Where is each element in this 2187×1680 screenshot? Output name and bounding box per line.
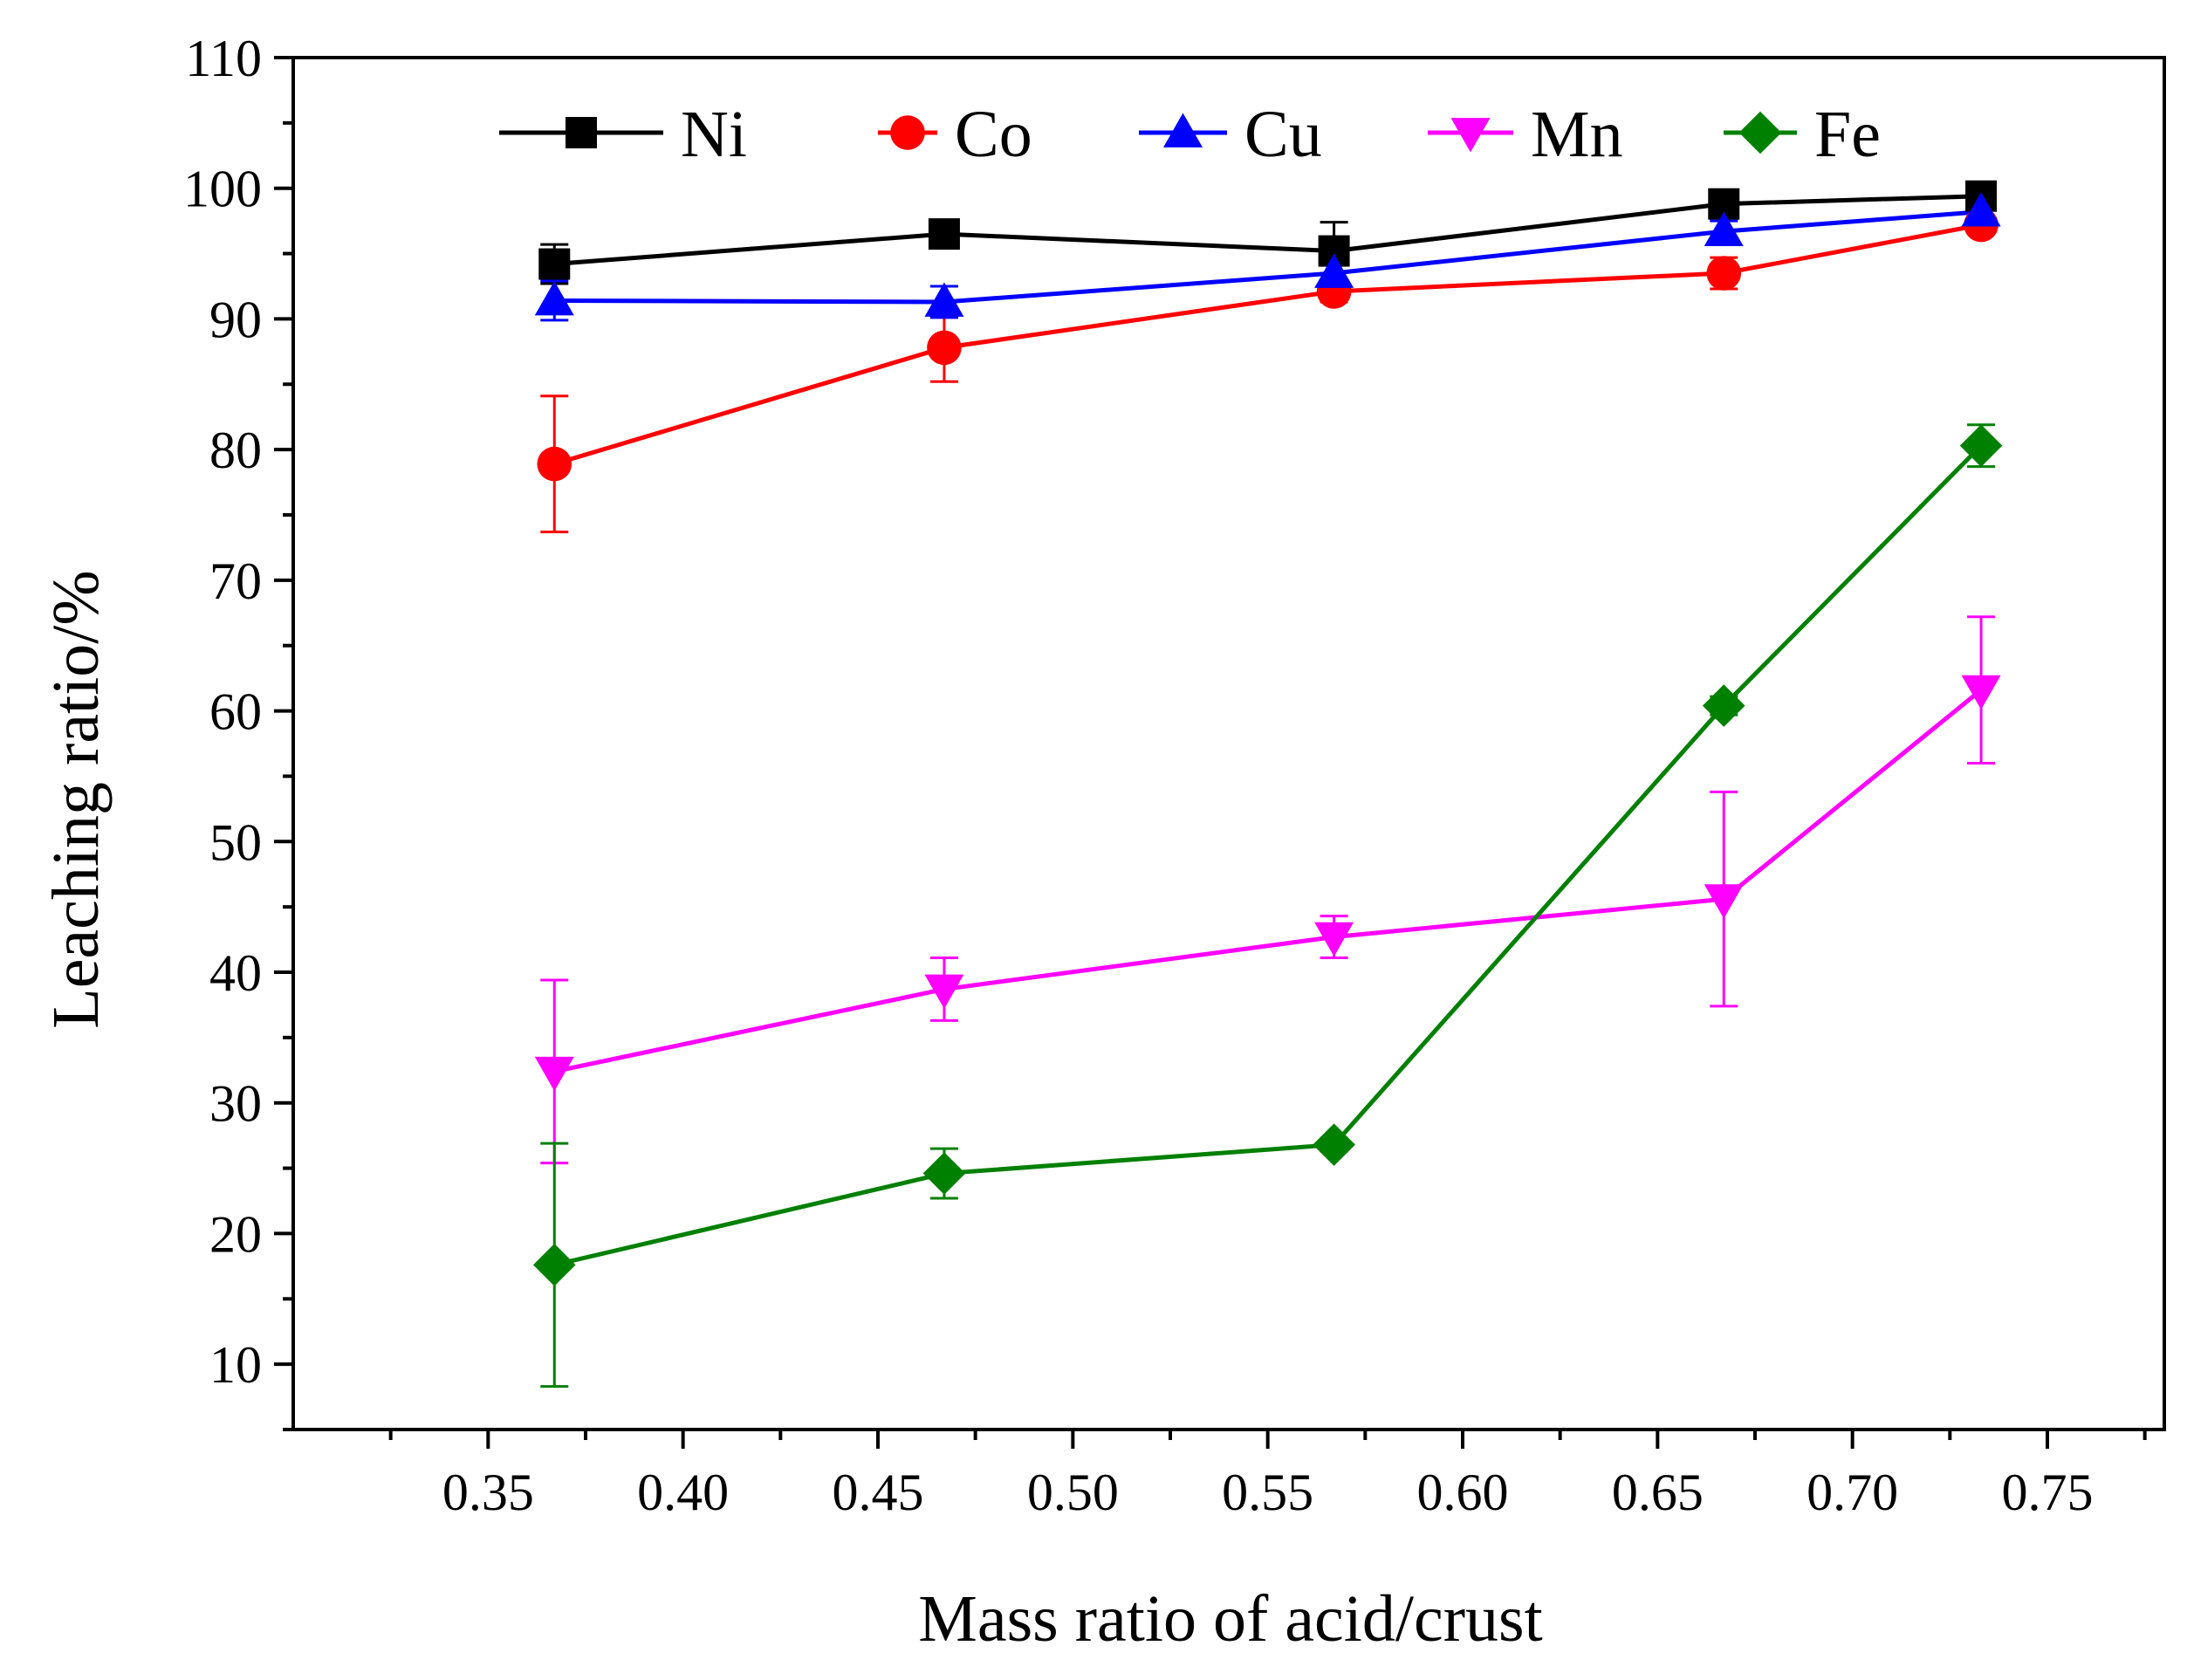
mn-data-point	[924, 974, 964, 1009]
legend-item-fe: Fe	[1724, 98, 1881, 171]
legend-label-fe: Fe	[1814, 98, 1881, 171]
cu-data-point	[1961, 192, 2001, 227]
y-tick-label: 40	[209, 944, 262, 1002]
legend-item-mn: Mn	[1428, 98, 1623, 171]
legend-label-cu: Cu	[1244, 98, 1322, 171]
legend-marker-co	[890, 115, 925, 150]
legend-marker-cu	[1163, 113, 1203, 147]
ni-data-point	[928, 218, 960, 250]
mn-data-point	[534, 1056, 574, 1092]
axes: 0.35 0.40 0.45 0.50 0.55 0.60 0.65 0.70 0.75 10 20…	[183, 30, 2166, 1521]
y-tick-label: 90	[209, 291, 262, 348]
cu-data-point	[534, 280, 574, 316]
y-tick-label: 80	[209, 422, 262, 479]
y-tick-label: 70	[209, 552, 262, 610]
x-tick-label: 0.50	[1027, 1464, 1119, 1521]
x-tick-label: 0.45	[833, 1464, 924, 1521]
series-markers	[532, 180, 2003, 1286]
mn-data-point	[1961, 675, 2001, 710]
fe-data-point	[1313, 1123, 1355, 1166]
x-tick-label: 0.35	[442, 1464, 534, 1521]
error-bars	[540, 188, 1996, 1389]
co-data-point	[1706, 256, 1742, 291]
mn-series-line	[553, 688, 1983, 1074]
legend-item-co: Co	[878, 98, 1032, 171]
y-tick-label: 100	[183, 161, 262, 218]
y-tick-label: 50	[209, 813, 262, 871]
mn-data-point	[1704, 884, 1744, 919]
x-tick-label: 0.55	[1222, 1464, 1313, 1521]
legend-marker-fe	[1738, 111, 1782, 154]
legend-label-co: Co	[955, 98, 1032, 171]
legend-marker-ni	[566, 117, 597, 148]
y-tick-label: 20	[209, 1205, 262, 1263]
cu-data-point	[1704, 211, 1744, 246]
legend: Ni Co Cu Mn Fe	[499, 98, 1881, 171]
fe-data-point	[1959, 424, 2003, 467]
plot-frame	[291, 56, 2166, 1431]
co-series-line	[553, 223, 1982, 467]
y-tick-label: 110	[185, 30, 262, 87]
y-tick-label: 10	[209, 1336, 262, 1394]
x-tick-label: 0.75	[2002, 1464, 2094, 1521]
fe-series-line	[553, 443, 1983, 1267]
mn-data-point	[1314, 922, 1354, 957]
cu-series-line	[554, 209, 1982, 305]
y-tick-label: 60	[209, 683, 262, 741]
y-tick-label: 30	[209, 1075, 262, 1133]
co-data-point	[927, 330, 962, 366]
cu-data-point	[1314, 253, 1354, 288]
legend-item-cu: Cu	[1139, 98, 1322, 171]
x-tick-label: 0.60	[1417, 1464, 1509, 1521]
x-tick-label: 0.70	[1807, 1464, 1898, 1521]
fe-data-point	[532, 1244, 576, 1286]
legend-marker-mn	[1450, 118, 1491, 153]
fe-data-point	[922, 1152, 966, 1195]
x-tick-label: 0.65	[1612, 1464, 1704, 1521]
legend-item-ni: Ni	[499, 98, 747, 171]
fe-data-point	[1702, 684, 1745, 727]
legend-label-mn: Mn	[1531, 98, 1623, 171]
co-data-point	[537, 446, 572, 482]
ni-data-point	[538, 248, 571, 280]
legend-label-ni: Ni	[681, 98, 747, 171]
x-tick-label: 0.40	[637, 1464, 729, 1521]
cu-data-point	[924, 282, 964, 317]
x-axis-title: Mass ratio of acid/crust	[918, 1582, 1542, 1656]
y-axis-title: Leaching ratio/%	[39, 570, 113, 1028]
series-lines	[553, 194, 1983, 1267]
